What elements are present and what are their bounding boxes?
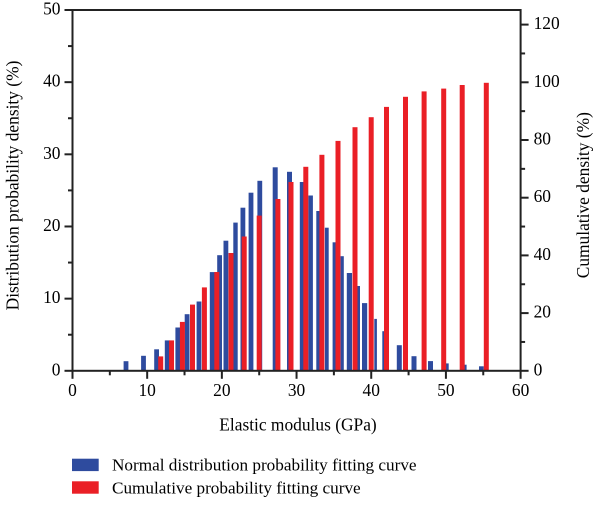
svg-text:Distribution probability densi: Distribution probability density (%) bbox=[2, 60, 22, 310]
svg-text:80: 80 bbox=[534, 129, 552, 149]
svg-text:Elastic modulus (GPa): Elastic modulus (GPa) bbox=[219, 415, 377, 435]
svg-text:60: 60 bbox=[512, 380, 530, 400]
svg-text:40: 40 bbox=[363, 380, 381, 400]
svg-text:20: 20 bbox=[534, 302, 552, 322]
svg-text:0: 0 bbox=[68, 380, 77, 400]
svg-text:50: 50 bbox=[43, 0, 61, 19]
svg-text:10: 10 bbox=[43, 287, 61, 307]
svg-text:Cumulative probability fitting: Cumulative probability fitting curve bbox=[112, 478, 361, 497]
svg-text:20: 20 bbox=[213, 380, 231, 400]
svg-text:30: 30 bbox=[43, 143, 61, 163]
svg-text:60: 60 bbox=[534, 186, 552, 206]
svg-text:Cumulative density (%): Cumulative density (%) bbox=[573, 112, 593, 278]
svg-text:Normal distribution probabilit: Normal distribution probability fitting … bbox=[112, 456, 417, 475]
svg-text:0: 0 bbox=[534, 359, 543, 379]
svg-text:120: 120 bbox=[534, 13, 560, 33]
svg-text:40: 40 bbox=[43, 71, 61, 91]
svg-text:10: 10 bbox=[138, 380, 156, 400]
svg-text:40: 40 bbox=[534, 244, 552, 264]
svg-text:100: 100 bbox=[534, 71, 560, 91]
svg-text:50: 50 bbox=[437, 380, 455, 400]
svg-text:30: 30 bbox=[288, 380, 306, 400]
svg-text:0: 0 bbox=[52, 359, 61, 379]
svg-text:20: 20 bbox=[43, 215, 61, 235]
